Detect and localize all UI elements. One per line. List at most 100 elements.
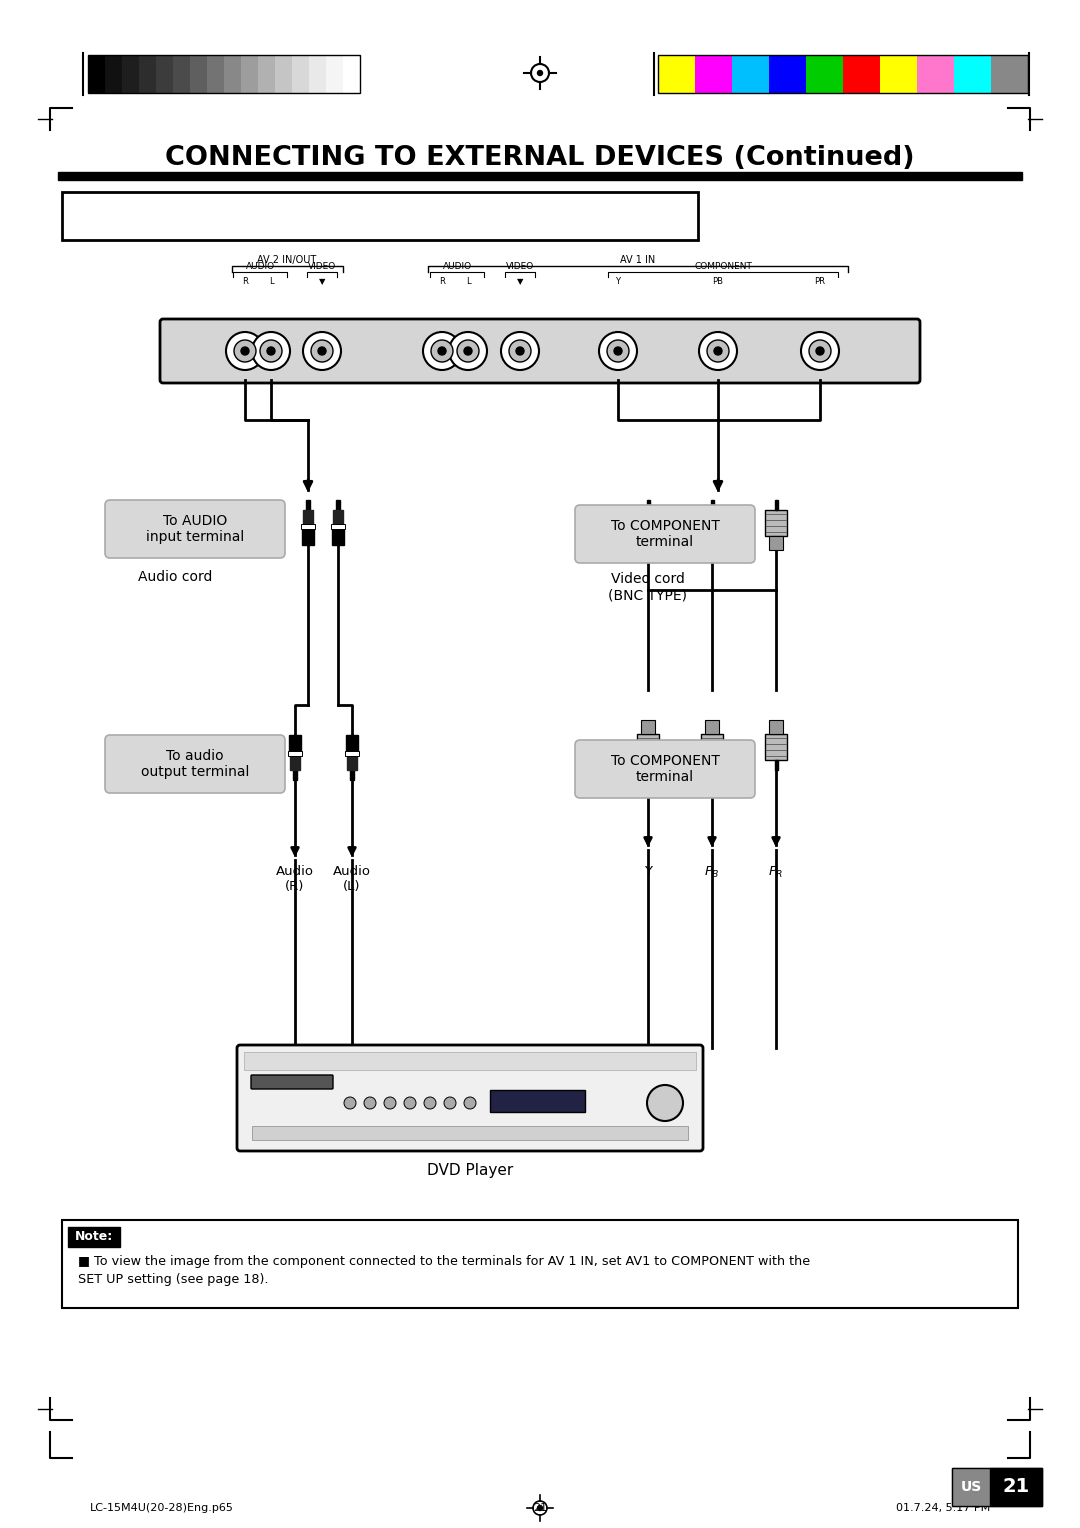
Bar xyxy=(696,55,732,93)
Text: L: L xyxy=(269,277,273,286)
Circle shape xyxy=(801,332,839,370)
FancyBboxPatch shape xyxy=(575,504,755,562)
Bar xyxy=(991,55,1028,93)
Circle shape xyxy=(345,1097,356,1109)
Circle shape xyxy=(438,347,446,354)
FancyBboxPatch shape xyxy=(160,319,920,384)
Bar xyxy=(711,500,714,510)
Text: CONNECTING TO EXTERNAL DEVICES (Continued): CONNECTING TO EXTERNAL DEVICES (Continue… xyxy=(165,145,915,171)
Text: COMPONENT: COMPONENT xyxy=(694,261,752,270)
Text: Video cord
(BNC TYPE): Video cord (BNC TYPE) xyxy=(608,571,688,602)
Text: ■ To view the image from the component connected to the terminals for AV 1 IN, s: ■ To view the image from the component c… xyxy=(78,1254,810,1287)
Bar xyxy=(291,756,300,770)
Text: To COMPONENT
terminal: To COMPONENT terminal xyxy=(610,753,719,784)
Bar xyxy=(87,55,360,93)
Bar xyxy=(224,55,241,93)
Bar xyxy=(765,510,787,536)
Circle shape xyxy=(457,341,480,362)
Circle shape xyxy=(431,341,453,362)
Bar xyxy=(774,500,778,510)
Bar xyxy=(880,55,917,93)
Text: 01.7.24, 5:17 PM: 01.7.24, 5:17 PM xyxy=(895,1504,990,1513)
Bar xyxy=(289,735,301,750)
Bar xyxy=(105,55,122,93)
Bar xyxy=(347,756,357,770)
Bar xyxy=(658,55,696,93)
Text: PB: PB xyxy=(713,277,724,286)
Text: L: L xyxy=(465,277,470,286)
Circle shape xyxy=(615,347,622,354)
Text: PR: PR xyxy=(814,277,825,286)
Bar xyxy=(642,536,654,550)
Text: Audio
(L): Audio (L) xyxy=(333,865,372,892)
Circle shape xyxy=(714,347,723,354)
Text: 21: 21 xyxy=(532,1504,548,1513)
Text: $P_R$: $P_R$ xyxy=(768,865,784,880)
Circle shape xyxy=(538,70,542,75)
Circle shape xyxy=(538,1505,542,1511)
Bar xyxy=(774,759,778,770)
Circle shape xyxy=(303,332,341,370)
Bar xyxy=(345,750,359,756)
Bar xyxy=(306,500,310,510)
Text: ▼: ▼ xyxy=(319,277,325,286)
Bar xyxy=(769,720,783,733)
Bar xyxy=(951,1468,1042,1507)
Circle shape xyxy=(707,341,729,362)
Text: AUDIO: AUDIO xyxy=(443,261,472,270)
Text: AV 1 IN: AV 1 IN xyxy=(620,255,656,264)
Text: R: R xyxy=(440,277,445,286)
Circle shape xyxy=(364,1097,376,1109)
Text: Connecting to a DVD player (COMPONENT terminal): Connecting to a DVD player (COMPONENT te… xyxy=(76,206,664,226)
Bar xyxy=(765,733,787,759)
Bar xyxy=(139,55,156,93)
Bar xyxy=(701,733,723,759)
Circle shape xyxy=(241,347,249,354)
Bar xyxy=(58,173,1022,180)
Bar xyxy=(711,759,714,770)
Text: To COMPONENT
terminal: To COMPONENT terminal xyxy=(610,520,719,549)
Circle shape xyxy=(464,1097,476,1109)
Circle shape xyxy=(809,341,831,362)
Bar xyxy=(207,55,224,93)
Bar xyxy=(258,55,275,93)
Text: R: R xyxy=(242,277,248,286)
Text: VIDEO: VIDEO xyxy=(505,261,535,270)
Text: Audio
(R): Audio (R) xyxy=(276,865,314,892)
Text: $P_B$: $P_B$ xyxy=(704,865,720,880)
FancyBboxPatch shape xyxy=(575,740,755,798)
Text: AUDIO: AUDIO xyxy=(245,261,274,270)
Bar xyxy=(173,55,190,93)
Bar xyxy=(303,510,313,524)
Circle shape xyxy=(699,332,737,370)
Bar xyxy=(769,55,806,93)
Text: To audio
output terminal: To audio output terminal xyxy=(140,749,249,779)
Bar xyxy=(637,510,659,536)
Text: Audio cord: Audio cord xyxy=(138,570,212,584)
Text: LC-15M4U(20-28)Eng.p65: LC-15M4U(20-28)Eng.p65 xyxy=(90,1504,234,1513)
FancyBboxPatch shape xyxy=(237,1045,703,1151)
Circle shape xyxy=(599,332,637,370)
Bar xyxy=(346,735,357,750)
Text: AV 2 IN/OUT: AV 2 IN/OUT xyxy=(257,255,316,264)
Bar xyxy=(701,510,723,536)
Circle shape xyxy=(816,347,824,354)
Text: Y: Y xyxy=(644,865,652,879)
Circle shape xyxy=(226,332,264,370)
Bar xyxy=(275,55,292,93)
Bar xyxy=(241,55,258,93)
Bar xyxy=(343,55,360,93)
Bar xyxy=(917,55,954,93)
Bar xyxy=(336,500,340,510)
Circle shape xyxy=(423,332,461,370)
Bar xyxy=(705,720,719,733)
Circle shape xyxy=(234,341,256,362)
Text: To AUDIO
input terminal: To AUDIO input terminal xyxy=(146,513,244,544)
Bar xyxy=(647,759,649,770)
Bar xyxy=(301,524,315,529)
Bar xyxy=(843,55,880,93)
Bar xyxy=(769,536,783,550)
Bar xyxy=(292,55,309,93)
FancyBboxPatch shape xyxy=(105,500,285,558)
Circle shape xyxy=(252,332,291,370)
